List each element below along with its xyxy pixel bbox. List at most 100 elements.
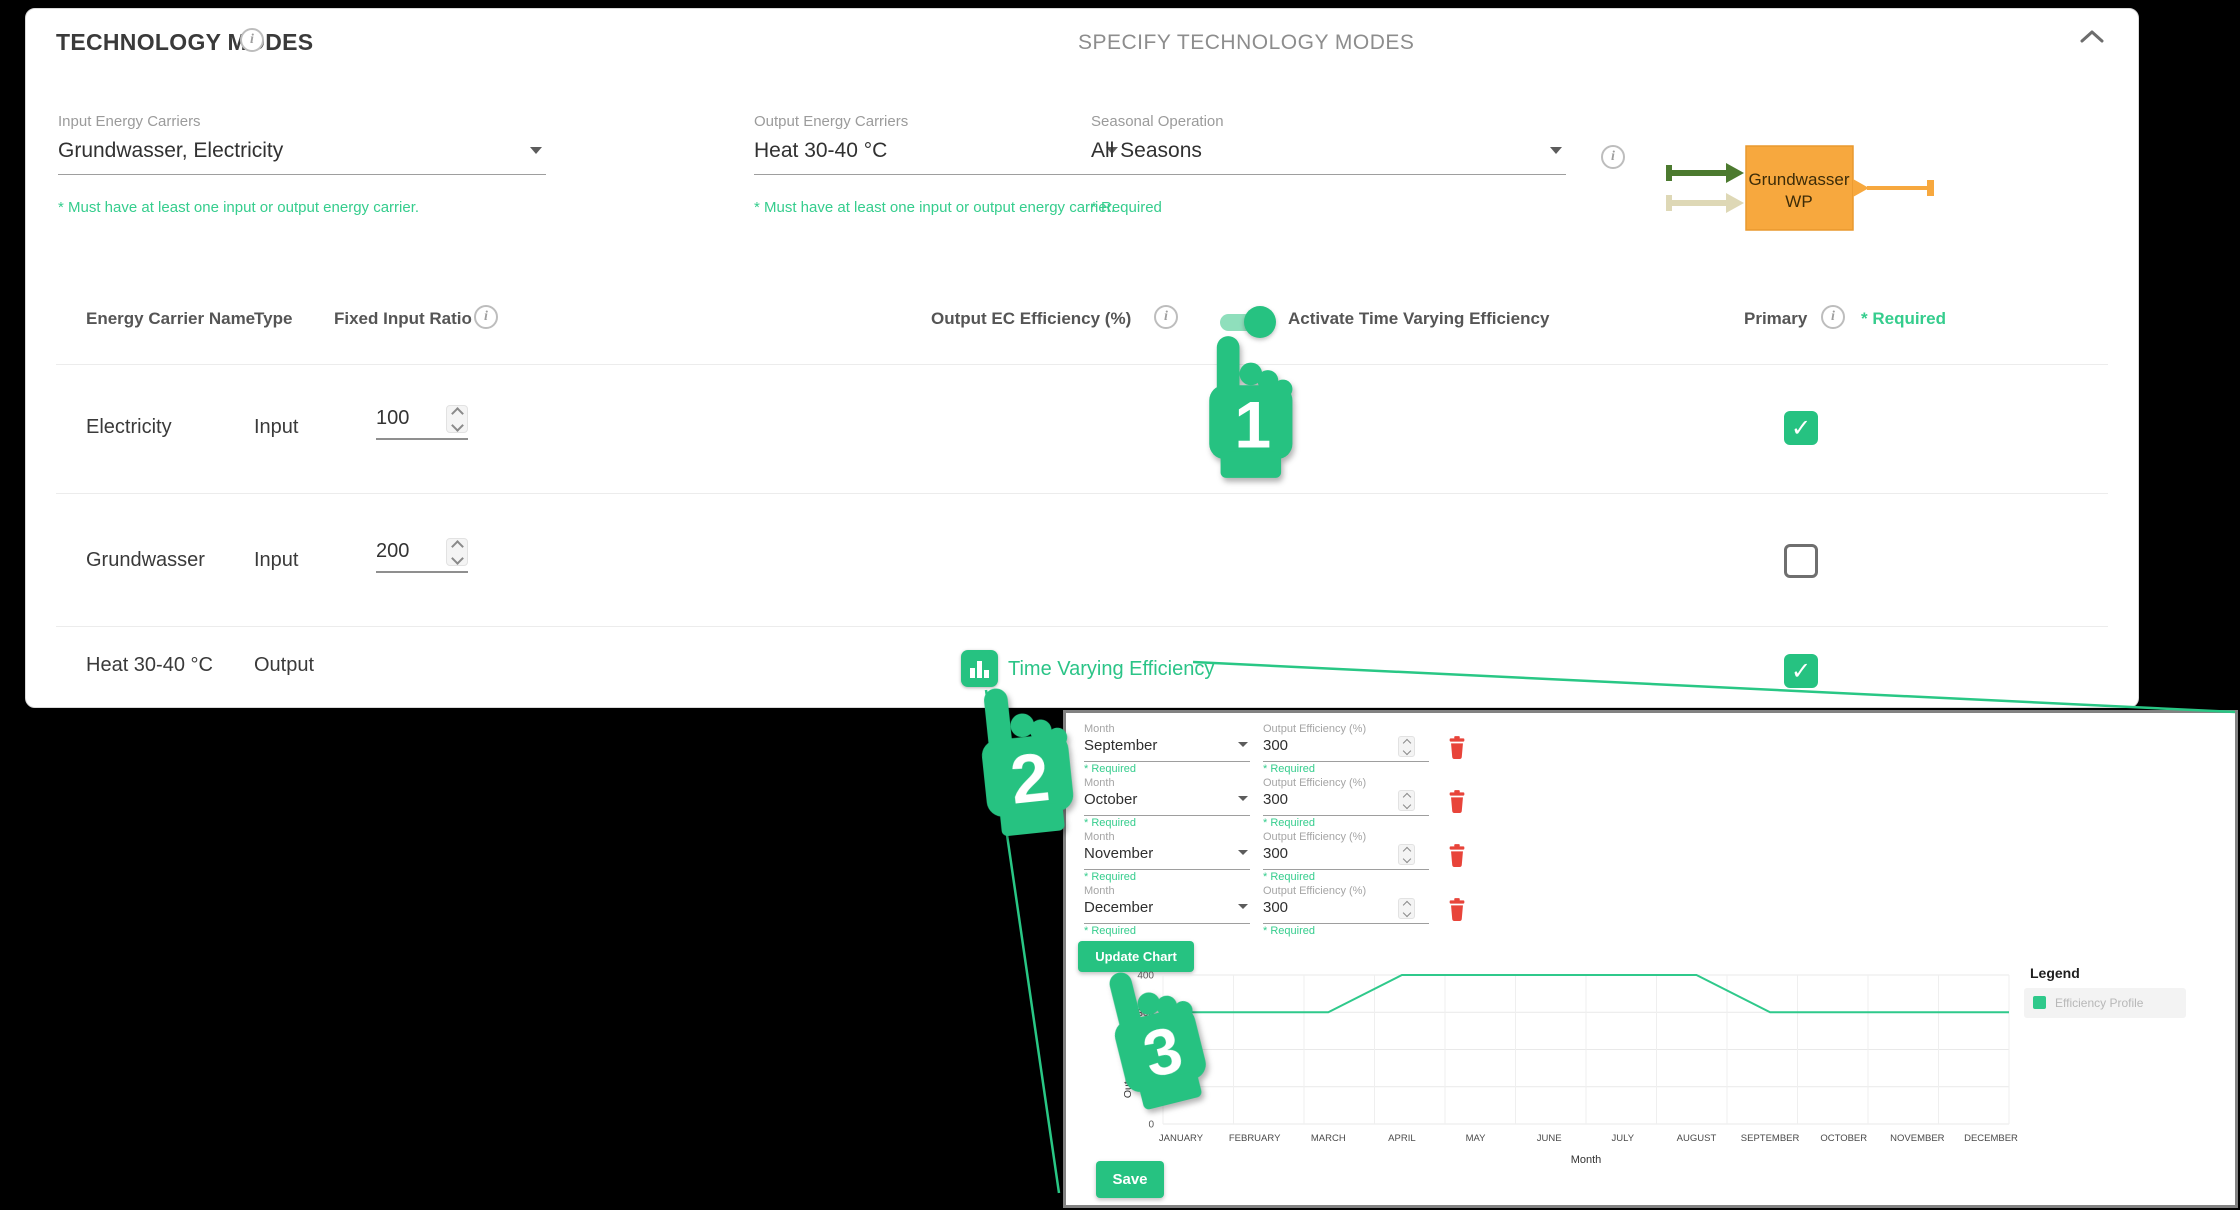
save-button[interactable]: Save — [1096, 1161, 1164, 1198]
callout-line-bottom — [984, 689, 1061, 1194]
divider — [56, 626, 2108, 627]
delete-icon[interactable] — [1446, 843, 1468, 869]
chevron-up-icon[interactable] — [2078, 27, 2106, 47]
bar-chart-icon[interactable] — [961, 650, 998, 687]
svg-text:100: 100 — [1137, 1082, 1154, 1093]
svg-text:JUNE: JUNE — [1537, 1133, 1562, 1144]
svg-text:Month: Month — [1571, 1154, 1602, 1166]
svg-text:0: 0 — [1148, 1120, 1154, 1131]
update-chart-button[interactable]: Update Chart — [1078, 941, 1194, 972]
required-hint: * Required — [1263, 817, 1315, 829]
col-header-primary: Primary — [1744, 309, 1808, 328]
input-energy-carriers-select[interactable]: Input Energy Carriers Grundwasser, Elect… — [58, 113, 546, 175]
toggle-knob — [1244, 306, 1276, 338]
output-arrow — [1853, 179, 1869, 197]
number-stepper[interactable] — [1398, 844, 1415, 865]
toggle-label: Activate Time Varying Efficiency — [1288, 309, 1550, 328]
info-icon[interactable]: i — [1154, 305, 1178, 329]
required-hint: * Required — [1084, 763, 1136, 775]
legend-title: Legend — [2030, 965, 2080, 981]
delete-icon[interactable] — [1446, 897, 1468, 923]
info-icon[interactable]: i — [1601, 145, 1625, 169]
efficiency-input[interactable]: 300 — [1263, 844, 1429, 870]
number-stepper[interactable] — [446, 538, 468, 566]
field-helper: * Required — [1091, 199, 1162, 216]
technology-modes-panel: TECHNOLOGY MODES i SPECIFY TECHNOLOGY MO… — [25, 8, 2139, 708]
required-hint: * Required — [1263, 925, 1315, 937]
field-value: All Seasons — [1091, 139, 1202, 162]
efficiency-input[interactable]: 300 — [1263, 790, 1429, 816]
input-arrow-green — [1726, 163, 1744, 183]
svg-text:MAY: MAY — [1466, 1133, 1487, 1144]
output-energy-carriers-select[interactable]: Output Energy Carriers Heat 30-40 °C — [754, 113, 1122, 175]
month-label: Month — [1084, 831, 1115, 843]
primary-checkbox[interactable] — [1784, 654, 1818, 688]
carrier-name: Electricity — [86, 416, 172, 438]
svg-text:Output Efficiency [%]: Output Efficiency [%] — [1122, 1001, 1134, 1098]
carrier-type: Input — [254, 416, 299, 438]
primary-checkbox[interactable] — [1784, 544, 1818, 578]
legend-swatch — [2033, 996, 2046, 1009]
info-icon[interactable]: i — [240, 28, 264, 52]
col-header-type: Type — [254, 309, 293, 328]
svg-text:400: 400 — [1137, 971, 1154, 982]
chevron-down-icon — [530, 147, 542, 154]
svg-text:MARCH: MARCH — [1311, 1133, 1346, 1144]
chevron-down-icon — [1238, 742, 1248, 747]
svg-text:DECEMBER: DECEMBER — [1964, 1133, 2018, 1144]
activate-time-varying-efficiency-toggle[interactable] — [1214, 306, 1276, 338]
svg-text:JANUARY: JANUARY — [1159, 1133, 1204, 1144]
chevron-down-icon — [1106, 147, 1118, 154]
field-value: Heat 30-40 °C — [754, 139, 888, 162]
delete-icon[interactable] — [1446, 735, 1468, 761]
efficiency-value: 300 — [1263, 737, 1289, 754]
efficiency-label: Output Efficiency (%) — [1263, 723, 1367, 735]
month-value: December — [1084, 899, 1154, 916]
seasonal-operation-select[interactable]: Seasonal Operation All Seasons — [1091, 113, 1566, 175]
input-value: 200 — [376, 540, 410, 562]
input-arrow-cap — [1666, 165, 1672, 181]
svg-text:AUGUST: AUGUST — [1677, 1133, 1717, 1144]
month-select[interactable]: October — [1084, 791, 1250, 816]
number-stepper[interactable] — [1398, 790, 1415, 811]
required-hint: * Required — [1084, 817, 1136, 829]
field-label: Output Energy Carriers — [754, 113, 909, 130]
info-icon[interactable]: i — [1821, 305, 1845, 329]
output-arrow-cap — [1927, 180, 1934, 196]
month-label: Month — [1084, 723, 1115, 735]
number-stepper[interactable] — [1398, 736, 1415, 757]
required-hint: * Required — [1263, 871, 1315, 883]
svg-text:APRIL: APRIL — [1388, 1133, 1415, 1144]
month-select[interactable]: September — [1084, 737, 1250, 762]
legend[interactable]: Efficiency Profile — [2024, 988, 2186, 1018]
efficiency-input[interactable]: 300 — [1263, 898, 1429, 924]
field-helper: * Must have at least one input or output… — [754, 199, 1116, 216]
input-value: 100 — [376, 407, 410, 429]
divider — [56, 364, 2108, 365]
fixed-input-ratio-input[interactable]: 200 — [376, 538, 468, 573]
month-value: September — [1084, 737, 1158, 754]
month-value: November — [1084, 845, 1154, 862]
efficiency-value: 300 — [1263, 845, 1289, 862]
col-header-name: Energy Carrier Name — [86, 309, 256, 328]
carrier-type: Input — [254, 549, 299, 571]
number-stepper[interactable] — [1398, 898, 1415, 919]
month-select[interactable]: December — [1084, 899, 1250, 924]
input-arrow-beige — [1726, 193, 1744, 213]
efficiency-label: Output Efficiency (%) — [1263, 831, 1367, 843]
carrier-name: Heat 30-40 °C — [86, 654, 213, 676]
efficiency-value: 300 — [1263, 791, 1289, 808]
efficiency-input[interactable]: 300 — [1263, 736, 1429, 762]
info-icon[interactable]: i — [474, 305, 498, 329]
primary-checkbox[interactable] — [1784, 411, 1818, 445]
month-select[interactable]: November — [1084, 845, 1250, 870]
number-stepper[interactable] — [446, 405, 468, 433]
fixed-input-ratio-input[interactable]: 100 — [376, 405, 468, 440]
required-label: * Required — [1861, 309, 1947, 328]
delete-icon[interactable] — [1446, 789, 1468, 815]
chevron-down-icon — [1238, 850, 1248, 855]
svg-text:200: 200 — [1137, 1045, 1154, 1056]
month-label: Month — [1084, 885, 1115, 897]
time-varying-efficiency-link[interactable]: Time Varying Efficiency — [1008, 658, 1215, 680]
